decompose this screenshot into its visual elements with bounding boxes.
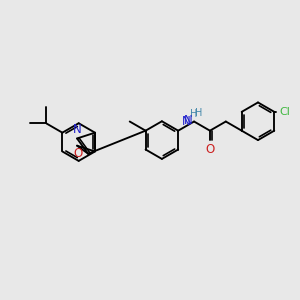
Text: N: N: [182, 115, 191, 128]
Text: H: H: [190, 109, 198, 118]
Text: O: O: [205, 143, 214, 156]
Text: H: H: [195, 108, 202, 118]
Text: N: N: [184, 114, 193, 127]
Text: O: O: [74, 147, 83, 160]
Text: Cl: Cl: [279, 107, 290, 117]
Text: N: N: [73, 124, 81, 136]
